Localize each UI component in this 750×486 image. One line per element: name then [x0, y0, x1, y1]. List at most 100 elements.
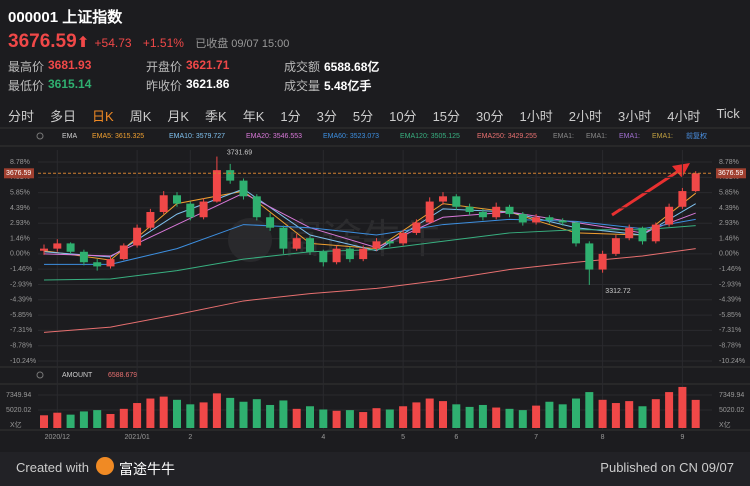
amount-unit: X亿 [719, 420, 731, 429]
footer: Created with 富途牛牛 Published on CN 09/07 [0, 452, 750, 486]
y-tick-label: 5020.02 [6, 407, 31, 414]
tab[interactable]: 分时 [8, 109, 35, 124]
stat-label: 昨收价 [146, 79, 183, 93]
ema-line [43, 248, 696, 333]
volume-bar [266, 404, 275, 428]
y-tick-label: 0.00% [719, 251, 739, 258]
y-tick-label: 7349.94 [6, 392, 31, 399]
y-tick-label: -7.31% [10, 327, 32, 334]
y-tick-label: -10.24% [719, 358, 745, 365]
tab[interactable]: 3分 [316, 109, 337, 124]
y-tick-label: 5.85% [10, 189, 30, 196]
y-tick-label: 7349.94 [719, 392, 744, 399]
low-label: 3312.72 [605, 288, 630, 295]
volume-bar [66, 414, 75, 428]
volume-bar [319, 409, 328, 428]
tab[interactable]: 15分 [432, 109, 461, 124]
price: 3676.59 [8, 31, 77, 52]
change-pct: +1.51% [142, 36, 184, 50]
candle-body [585, 243, 594, 270]
volume-bar [93, 410, 102, 428]
stat-value: 3621.86 [186, 77, 230, 91]
y-tick-label: 8.78% [10, 159, 30, 166]
y-tick-label: -1.46% [719, 266, 741, 273]
x-tick-label: 2020/12 [45, 434, 70, 441]
tab[interactable]: 4小时 [667, 109, 701, 124]
volume-bar [40, 415, 48, 428]
volume-bar [252, 399, 261, 428]
candle-body [226, 170, 235, 181]
volume-bar [651, 399, 660, 428]
y-tick-label: -5.85% [10, 312, 32, 319]
chart: 富途牛牛 EMA AMOUNT 6588.679 X亿 X亿 前复权 8.78%… [0, 127, 750, 441]
logo [96, 457, 114, 475]
tab[interactable]: 日K [92, 109, 114, 124]
published: Published on CN 09/07 [600, 460, 734, 475]
volume-bar [186, 404, 195, 428]
volume-bar [691, 399, 700, 428]
candle-body [93, 262, 102, 267]
candle-body [279, 227, 288, 249]
x-tick-label: 9 [680, 434, 684, 441]
volume-bar [598, 399, 607, 428]
tab[interactable]: 3小时 [617, 109, 652, 124]
candle-body [518, 214, 527, 223]
volume-bar [79, 411, 88, 428]
x-tick-label: 5 [401, 434, 405, 441]
tab[interactable]: 周K [129, 109, 152, 124]
volume-bar [332, 410, 341, 428]
y-tick-label: -4.39% [10, 297, 32, 304]
volume-bar [412, 402, 421, 428]
y-tick-label: -4.39% [719, 297, 741, 304]
tab[interactable]: 多日 [50, 109, 77, 124]
tab[interactable]: 2小时 [568, 109, 602, 124]
price-tag [4, 168, 34, 179]
stat-label: 开盘价 [146, 60, 183, 74]
candle-body [53, 243, 62, 249]
tab[interactable]: 季K [205, 109, 227, 124]
candle-body [598, 253, 607, 270]
candle-body [146, 212, 155, 228]
volume-bar [372, 408, 381, 428]
tab[interactable]: 10分 [389, 109, 417, 124]
tab[interactable]: 1小时 [519, 109, 553, 124]
candle-body [545, 217, 554, 221]
tab[interactable]: Tick [716, 106, 740, 121]
volume-bar [146, 398, 155, 428]
candle-body [173, 195, 181, 204]
name: 上证指数 [62, 9, 123, 26]
stat-value: 5.48亿手 [324, 79, 372, 93]
price-row: 3676.59⬆ +54.73 +1.51% 已收盘 09/07 15:00 [8, 31, 290, 52]
volume-bar [439, 401, 447, 428]
volume-bar [239, 401, 248, 428]
legend-entry: EMA20: 3546.553 [246, 133, 302, 140]
legend-entry: EMA5: 3615.325 [92, 133, 144, 140]
candle-body [239, 180, 248, 197]
tab[interactable]: 月K [167, 109, 190, 124]
candle-body [345, 248, 354, 260]
candle-body [319, 251, 328, 263]
legend-entry: EMA250: 3429.255 [477, 133, 537, 140]
tab[interactable]: 年K [242, 109, 265, 124]
ema-line [44, 218, 696, 265]
legend-entry: EMA1: [553, 133, 574, 140]
legend-entry: EMA120: 3505.125 [400, 133, 460, 140]
candle-body [306, 238, 314, 252]
candle-body [439, 196, 447, 202]
y-tick-label: 0.00% [10, 251, 30, 258]
volume-bar [399, 406, 408, 428]
tab[interactable]: 5分 [352, 109, 374, 124]
period-tabs: 分时 多日 日K 周K 月K 季K 年K 1分 3分 5分 10分 15分 30分 1小时 2小时 3小时 4小… [0, 102, 750, 126]
volume-bar [625, 401, 634, 428]
legend-entry: EMA1: [652, 133, 673, 140]
tab[interactable]: 30分 [476, 109, 504, 124]
volume-bar [545, 401, 554, 428]
candle-body [40, 248, 48, 251]
volume-bar [226, 397, 235, 428]
volume-bar [678, 386, 687, 428]
tab[interactable]: 1分 [280, 109, 301, 124]
stat-label: 成交量 [284, 79, 321, 93]
stat-value: 6588.68亿 [324, 60, 380, 74]
brand: 富途牛牛 [119, 461, 175, 477]
